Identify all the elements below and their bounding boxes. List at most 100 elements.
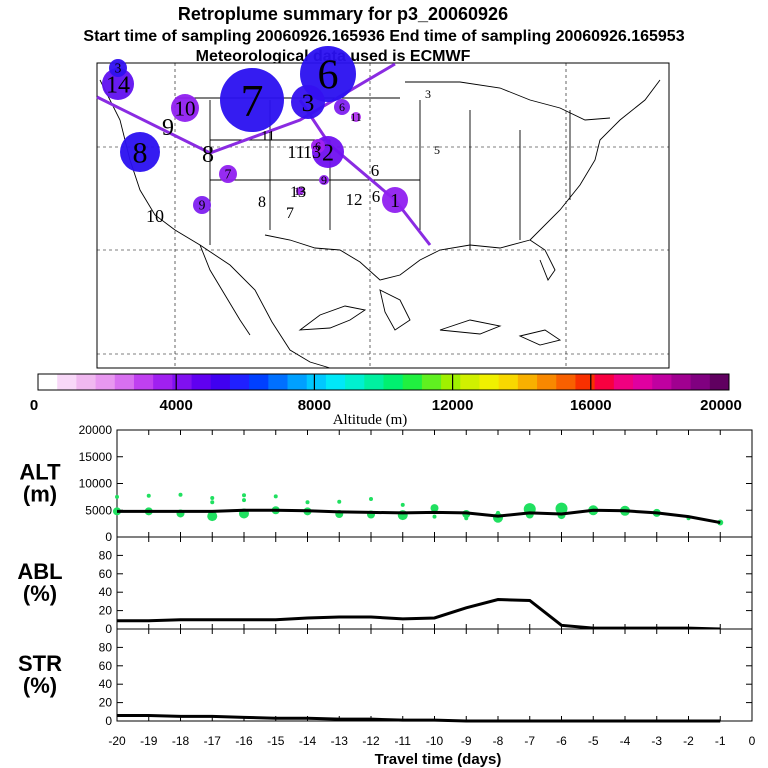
panel-abl: 0 20 40 60 80 ABL(%) (17, 536, 753, 636)
map-trajectory-label: 10 (146, 206, 164, 226)
map-trajectory-label: 8 (258, 194, 266, 211)
x-tick-label: -18 (172, 734, 190, 748)
y-tick-label: 60 (99, 567, 113, 581)
colorbar-swatches (37, 373, 730, 391)
trajectory-path-south (298, 99, 432, 246)
alt-point (178, 492, 183, 497)
plume-cluster-label: 1 (390, 191, 400, 212)
alt-point (242, 498, 246, 503)
colorbar-swatch (498, 374, 519, 390)
colorbar-swatch (172, 374, 192, 390)
title-line-2: Start time of sampling 20060926.165936 E… (83, 28, 684, 45)
y-tick-label: 60 (99, 659, 113, 673)
colorbar-swatch (402, 374, 423, 390)
plume-cluster-label: 6 (318, 53, 339, 99)
plume-cluster-9 (219, 165, 237, 183)
x-tick-label: -20 (108, 734, 126, 748)
colorbar-swatch (268, 374, 288, 390)
map-trajectory-label: 5 (434, 143, 440, 157)
x-tick-label: -10 (426, 734, 444, 748)
x-tick-label: -11 (395, 734, 412, 748)
plume-cluster-8 (382, 187, 408, 213)
colorbar: 0 4000 8000 12000 16000 20000 Altitude (m) (30, 373, 742, 428)
alt-point (146, 493, 151, 498)
alt-point (337, 499, 342, 504)
colorbar-swatch (479, 374, 500, 390)
plume-cluster-label: 3 (115, 61, 122, 76)
colorbar-swatch (613, 374, 634, 390)
panel-ylabel-top: ABL (17, 559, 62, 584)
colorbar-swatch (575, 374, 596, 390)
alt-point (555, 502, 568, 515)
panel-ylabel-bottom: (%) (23, 581, 57, 606)
plume-cluster-label: 6 (339, 100, 345, 114)
y-tick-label: 10000 (79, 477, 113, 491)
plume-cluster-6 (171, 94, 199, 122)
plume-cluster-label: 2 (322, 140, 334, 166)
x-tick-label: -13 (331, 734, 349, 748)
x-tick-label: -15 (267, 734, 285, 748)
alt-mean-line (117, 508, 721, 525)
plume-cluster-label: 10 (175, 96, 196, 120)
colorbar-swatch (76, 374, 96, 390)
y-tick-label: 5000 (85, 503, 112, 517)
colorbar-swatch (345, 374, 365, 390)
x-tick-label: -12 (362, 734, 380, 748)
x-axis-labels: -20 -19 -18 -17 -16 -15 -14 -13 -12 -11 -10 -9 -8 -7-… (108, 734, 755, 768)
map-trajectory-label: 6 (371, 161, 380, 180)
alt-point (207, 511, 218, 522)
panel-ylabel-bottom: (%) (23, 673, 57, 698)
map-trajectory-label: 13 (303, 142, 321, 162)
y-tick-label: 0 (105, 622, 112, 636)
plume-cluster-label: 7 (241, 75, 264, 126)
map-trajectory-label: 11 (287, 142, 304, 162)
plume-cluster-label: 9 (321, 173, 327, 187)
y-tick-label: 0 (105, 530, 112, 544)
time-series-panels: 05000100001500020000ALT(m)020406080ABL(%… (17, 423, 755, 768)
alt-point (242, 493, 246, 498)
plume-cluster-15 (319, 175, 329, 185)
x-tick-label: -19 (140, 734, 158, 748)
alt-point (432, 514, 437, 519)
panel-ylabel-top: STR (18, 651, 62, 676)
x-tick-label: -4 (620, 734, 631, 748)
panel-ylabel-bottom: (m) (23, 482, 57, 507)
alt-point (430, 504, 439, 513)
colorbar-swatch (652, 374, 672, 390)
colorbar-ticks: 0 4000 8000 12000 16000 20000 (30, 374, 742, 414)
y-tick-label: 40 (99, 585, 113, 599)
colorbar-swatch (421, 374, 442, 390)
colorbar-tick-label: 0 (30, 397, 38, 414)
panel-frame (116, 628, 753, 722)
colorbar-swatch (95, 374, 116, 390)
colorbar-swatch (537, 374, 557, 390)
x-tick-label: -9 (461, 734, 472, 748)
title-line-1: Retroplume summary for p3_20060926 (178, 4, 508, 24)
x-tick-label: -6 (556, 734, 567, 748)
alt-point (210, 495, 215, 500)
plume-cluster-13 (351, 112, 361, 122)
y-tick-label: 20000 (79, 423, 113, 437)
colorbar-swatch (594, 374, 615, 390)
plume-cluster-16 (296, 187, 304, 195)
alt-point (400, 502, 405, 507)
colorbar-swatch (325, 374, 346, 390)
colorbar-swatch (306, 374, 327, 390)
alt-point (115, 494, 119, 499)
panel-ylabel-top: ALT (19, 460, 61, 485)
alt-point (496, 510, 500, 515)
alt-point (210, 500, 215, 505)
plume-cluster-11 (334, 99, 350, 115)
y-tick-label: 15000 (79, 450, 113, 464)
colorbar-swatch (364, 374, 384, 390)
str-series-line (117, 713, 721, 723)
plume-cluster-3 (291, 85, 325, 119)
colorbar-swatch (210, 374, 231, 390)
alt-point (464, 516, 469, 521)
colorbar-swatch (633, 374, 653, 390)
colorbar-label: Altitude (m) (333, 412, 408, 428)
y-tick-label: 20 (99, 696, 113, 710)
